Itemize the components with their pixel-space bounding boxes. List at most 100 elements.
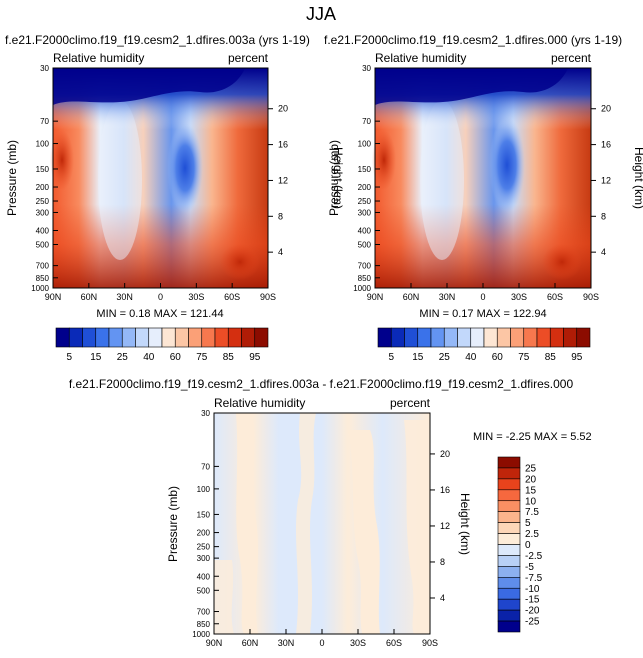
panel-2-left-label: Relative humidity xyxy=(375,51,466,65)
y-tick-label: 300 xyxy=(358,208,372,217)
x-tick-label: 90N xyxy=(206,638,223,648)
panel-3-left-label: Relative humidity xyxy=(214,396,305,410)
colorbar-box xyxy=(497,467,521,480)
panel-1-x-ticks: 90N 60N 30N 0 30S 60S 90S xyxy=(45,283,276,302)
colorbar-label: -15 xyxy=(525,595,540,606)
colorbar-box xyxy=(510,327,525,348)
y-tick-label: 30 xyxy=(362,64,371,73)
colorbar-label: 5 xyxy=(66,352,72,363)
y-tick-label: 70 xyxy=(40,117,49,126)
panel-1: f.e21.F2000climo.f19_f19.cesm2_1.dfires.… xyxy=(5,33,345,363)
colorbar-box xyxy=(174,327,189,348)
colorbar-box xyxy=(470,327,485,348)
y-tick-label: 1000 xyxy=(192,630,210,639)
colorbar-box xyxy=(536,327,551,348)
colorbar-label: 75 xyxy=(518,352,530,363)
y-tick-label: 1000 xyxy=(353,284,371,293)
right-tick-label: 20 xyxy=(278,104,288,114)
colorbar-box xyxy=(82,327,97,348)
panel-1-right-label: percent xyxy=(228,51,269,65)
y-tick-label: 400 xyxy=(36,227,50,236)
figure-title: JJA xyxy=(306,4,336,24)
panel-1-right-axis-label: Height (km) xyxy=(331,147,345,209)
colorbar-label: 15 xyxy=(90,352,102,363)
y-tick-label: 1000 xyxy=(31,284,49,293)
colorbar-box xyxy=(443,327,458,348)
colorbar-label: 5 xyxy=(388,352,394,363)
colorbar-label: 15 xyxy=(412,352,424,363)
y-tick-label: 300 xyxy=(36,208,50,217)
colorbar-box xyxy=(497,511,521,523)
y-tick-label: 400 xyxy=(358,227,372,236)
x-tick-label: 60S xyxy=(386,638,402,648)
panel-2-right-ticks: 20 16 12 8 4 xyxy=(591,104,611,257)
y-tick-label: 200 xyxy=(36,183,50,192)
panel-2-stats: MIN = 0.17 MAX = 122.94 xyxy=(419,308,546,320)
y-tick-label: 70 xyxy=(201,462,210,471)
panel-1-right-ticks: 20 16 12 8 4 xyxy=(268,104,288,257)
x-tick-label: 30S xyxy=(350,638,366,648)
colorbar-label: 85 xyxy=(223,352,235,363)
x-tick-label: 60N xyxy=(403,292,420,302)
colorbar-label: 20 xyxy=(525,474,537,485)
x-tick-label: 90N xyxy=(45,292,62,302)
panel-1-colorbar: 5 15 25 40 60 75 85 95 xyxy=(55,327,269,363)
colorbar-label: 95 xyxy=(249,352,261,363)
colorbar-box xyxy=(497,522,521,534)
colorbar-label: 60 xyxy=(170,352,182,363)
panel-3-x-ticks: 90N 60N 30N 0 30S 60S 90S xyxy=(206,629,438,648)
colorbar-label: -2.5 xyxy=(525,551,543,562)
colorbar-box xyxy=(254,327,269,348)
colorbar-box xyxy=(121,327,136,348)
y-tick-label: 400 xyxy=(197,572,211,581)
x-tick-label: 60S xyxy=(547,292,563,302)
colorbar-label: 95 xyxy=(571,352,583,363)
colorbar-label: 75 xyxy=(196,352,208,363)
panel-1-left-label: Relative humidity xyxy=(53,51,144,65)
panel-1-stats: MIN = 0.18 MAX = 121.44 xyxy=(96,308,223,320)
colorbar-box xyxy=(563,327,578,348)
colorbar-box xyxy=(214,327,229,348)
colorbar-box xyxy=(68,327,83,348)
colorbar-box xyxy=(497,566,521,578)
colorbar-label: -20 xyxy=(525,606,540,617)
x-tick-label: 90S xyxy=(260,292,276,302)
y-tick-label: 500 xyxy=(358,241,372,250)
colorbar-box xyxy=(430,327,445,348)
x-tick-label: 90N xyxy=(367,292,384,302)
x-tick-label: 30S xyxy=(511,292,527,302)
panel-2-contour-field xyxy=(372,68,591,288)
colorbar-box xyxy=(497,533,521,545)
colorbar-label: 40 xyxy=(465,352,477,363)
colorbar-label: -7.5 xyxy=(525,573,543,584)
colorbar-label: 25 xyxy=(117,352,129,363)
panel-2-x-ticks: 90N 60N 30N 0 30S 60S 90S xyxy=(367,283,599,302)
right-tick-label: 16 xyxy=(278,140,288,150)
right-tick-label: 20 xyxy=(601,104,611,114)
y-tick-label: 150 xyxy=(197,510,211,519)
right-tick-label: 12 xyxy=(278,175,288,185)
panel-2: f.e21.F2000climo.f19_f19.cesm2_1.dfires.… xyxy=(324,33,643,363)
colorbar-box xyxy=(523,327,538,348)
panel-2-y-axis-label: Pressure (mb) xyxy=(327,140,341,216)
x-tick-label: 0 xyxy=(158,292,163,302)
colorbar-box xyxy=(483,327,498,348)
y-tick-label: 200 xyxy=(197,529,211,538)
colorbar-box xyxy=(161,327,176,348)
colorbar-box xyxy=(497,489,521,502)
colorbar-box xyxy=(549,327,564,348)
panel-3-contour-field xyxy=(214,413,430,634)
y-tick-label: 100 xyxy=(36,140,50,149)
y-tick-label: 100 xyxy=(358,140,372,149)
colorbar-box xyxy=(95,327,110,348)
colorbar-label: 10 xyxy=(525,496,537,507)
panel-3-y-axis-label: Pressure (mb) xyxy=(166,486,180,562)
x-tick-label: 30N xyxy=(116,292,133,302)
colorbar-box xyxy=(404,327,419,348)
colorbar-box xyxy=(201,327,216,348)
colorbar-label: 85 xyxy=(545,352,557,363)
colorbar-box xyxy=(497,609,521,622)
